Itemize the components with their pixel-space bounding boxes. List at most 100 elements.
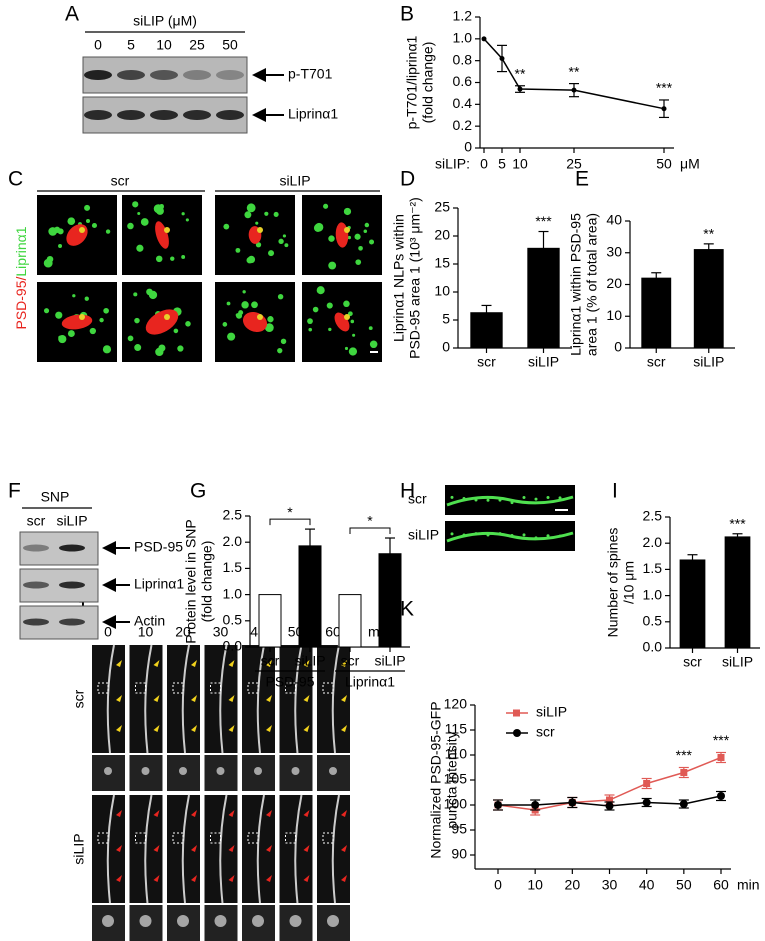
- green-puncta: [255, 221, 259, 225]
- bar: [298, 545, 322, 648]
- y-tick-label: 0.5: [643, 613, 663, 629]
- green-puncta: [235, 247, 241, 253]
- dendrite: [331, 644, 340, 754]
- marker-arrow: [116, 660, 122, 667]
- green-puncta: [284, 243, 289, 248]
- green-puncta: [241, 301, 249, 309]
- x-prefix: siLIP:: [435, 156, 470, 172]
- y-tick-label: 20: [606, 275, 622, 291]
- overlap: [79, 227, 85, 233]
- green-puncta: [72, 294, 76, 298]
- row-label: scr: [71, 689, 87, 708]
- point: [717, 754, 725, 761]
- panel-label: H: [400, 480, 415, 503]
- green-puncta: [326, 302, 333, 309]
- y-tick-label: 15: [434, 255, 450, 271]
- green-puncta: [267, 316, 274, 323]
- green-puncta: [242, 290, 246, 294]
- green-puncta: [369, 239, 375, 245]
- green-puncta: [246, 203, 256, 213]
- spine: [450, 495, 454, 499]
- point: [494, 801, 502, 809]
- green-puncta: [255, 242, 262, 248]
- group-label: PSD-95: [265, 674, 314, 690]
- marker-arrow: [341, 845, 347, 852]
- green-puncta: [358, 245, 363, 251]
- x-tick-label: siLIP: [374, 653, 405, 669]
- green-puncta: [244, 211, 252, 219]
- spine: [546, 534, 550, 538]
- band: [23, 581, 49, 589]
- x-tick-label: 50: [656, 156, 672, 172]
- significance: **: [515, 65, 526, 81]
- red-puncta: [155, 221, 169, 249]
- green-puncta: [158, 204, 164, 210]
- green-puncta: [328, 235, 335, 242]
- y-tick-label: 30: [606, 243, 622, 259]
- y-tick-label: 0.0: [223, 638, 243, 654]
- spine: [510, 501, 514, 505]
- marker-arrow: [341, 660, 347, 667]
- y-tick-label: 20: [434, 227, 450, 243]
- x-unit: μM: [680, 156, 700, 172]
- dendrite: [219, 794, 228, 904]
- dendrite: [331, 794, 340, 904]
- green-puncta: [89, 327, 96, 335]
- band: [84, 110, 112, 120]
- green-puncta: [170, 256, 175, 261]
- y-axis-label: area 1 (% of total area): [584, 213, 600, 356]
- spine: [486, 498, 490, 502]
- roi: [322, 832, 334, 844]
- marker-arrow: [341, 875, 347, 882]
- red-puncta: [145, 309, 179, 335]
- overlap: [344, 227, 350, 233]
- green-puncta: [55, 311, 63, 319]
- spine: [546, 495, 550, 499]
- green-puncta: [343, 207, 352, 216]
- x-tick-label: 50: [676, 877, 692, 893]
- x-tick-label: siLIP: [294, 653, 325, 669]
- x-unit: min: [737, 877, 760, 893]
- green-puncta: [58, 334, 67, 344]
- spine: [522, 496, 526, 500]
- y-tick-label: 10: [434, 283, 450, 299]
- band: [117, 70, 145, 80]
- y-axis-label: Liprinα1 NLPs within: [391, 214, 407, 342]
- green-puncta: [344, 346, 349, 351]
- green-puncta: [350, 319, 355, 324]
- marker-arrow: [191, 660, 197, 667]
- zoom-puncta: [254, 767, 262, 775]
- green-puncta: [328, 327, 332, 332]
- marker-arrow: [303, 810, 310, 817]
- x-tick-label: scr: [261, 653, 280, 669]
- significance: ***: [535, 213, 552, 229]
- overlap: [257, 227, 263, 233]
- y-tick-label: 115: [445, 721, 468, 737]
- spine: [558, 534, 562, 538]
- stain-label: PSD-95/Liprinα1: [13, 226, 29, 329]
- band-label: Actin: [134, 613, 165, 629]
- band: [183, 110, 211, 120]
- marker-arrow: [116, 810, 122, 817]
- panel-label: K: [400, 598, 414, 621]
- band: [150, 110, 178, 120]
- marker-arrow: [228, 845, 235, 852]
- green-puncta: [368, 326, 373, 331]
- marker-arrow: [153, 810, 160, 817]
- y-axis-label: (fold change): [199, 541, 215, 623]
- band: [84, 70, 112, 80]
- green-puncta: [251, 301, 258, 309]
- green-puncta: [364, 222, 370, 228]
- bar: [338, 594, 362, 648]
- green-puncta: [136, 244, 144, 252]
- bar: [679, 559, 706, 649]
- bar: [693, 249, 724, 349]
- x-tick-label: 60: [713, 877, 729, 893]
- zoom-puncta: [102, 915, 114, 927]
- green-puncta: [134, 344, 142, 352]
- green-puncta: [308, 327, 313, 332]
- marker-arrow: [266, 875, 272, 882]
- y-axis-label: PSD-95 area 1 (10³ μm⁻²): [407, 197, 423, 359]
- row-label: siLIP: [71, 833, 87, 864]
- green-puncta: [58, 244, 63, 248]
